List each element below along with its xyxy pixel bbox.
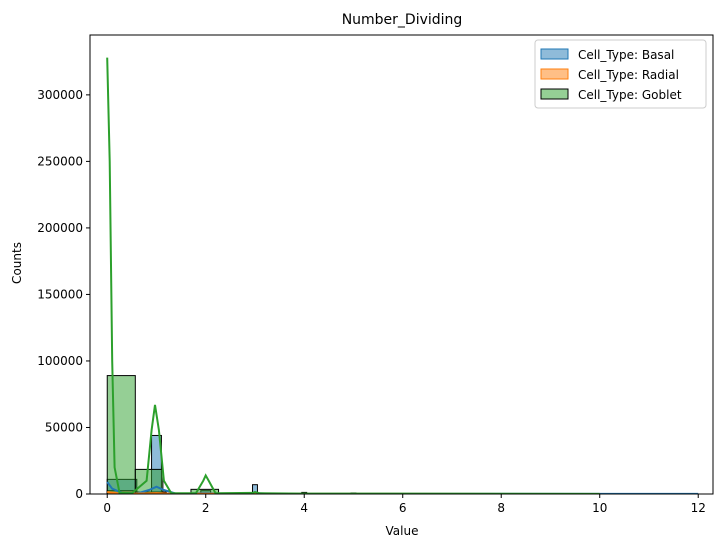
legend-swatch <box>540 88 569 100</box>
legend-entry: Cell_Type: Basal <box>578 48 674 62</box>
x-tick-label: 6 <box>399 501 407 515</box>
histogram-bar <box>106 375 136 494</box>
axes: 0 2 4 6 8 10 12 0 50000 100000 150000 200000 250000 3… <box>37 34 714 515</box>
chart-title: Number_Dividing <box>342 12 463 28</box>
plot-frame <box>89 34 714 495</box>
x-axis-label: Value <box>386 524 419 538</box>
x-tick-label: 8 <box>497 501 505 515</box>
y-tick-label: 100000 <box>37 354 83 368</box>
y-tick-label: 250000 <box>37 154 83 168</box>
x-tick-label: 2 <box>202 501 210 515</box>
kde-line-2 <box>106 57 600 494</box>
legend: Cell_Type: Basal Cell_Type: Radial Cell_Ty… <box>534 39 707 109</box>
legend-swatch <box>540 68 569 80</box>
plot-area <box>106 57 699 494</box>
x-tick-label: 4 <box>300 501 308 515</box>
x-tick-label: 0 <box>103 501 111 515</box>
y-tick-label: 50000 <box>45 420 83 434</box>
legend-entry: Cell_Type: Goblet <box>578 88 682 102</box>
x-tick-label: 10 <box>592 501 607 515</box>
x-tick-label: 12 <box>691 501 706 515</box>
legend-swatch <box>540 48 569 60</box>
y-axis-label: Counts <box>10 242 24 284</box>
y-tick-label: 200000 <box>37 221 83 235</box>
y-tick-label: 0 <box>75 487 83 501</box>
legend-entry: Cell_Type: Radial <box>578 68 679 82</box>
series-bars-2 <box>106 375 220 494</box>
y-tick-label: 150000 <box>37 287 83 301</box>
y-tick-label: 300000 <box>37 88 83 102</box>
legend-box <box>534 39 707 109</box>
